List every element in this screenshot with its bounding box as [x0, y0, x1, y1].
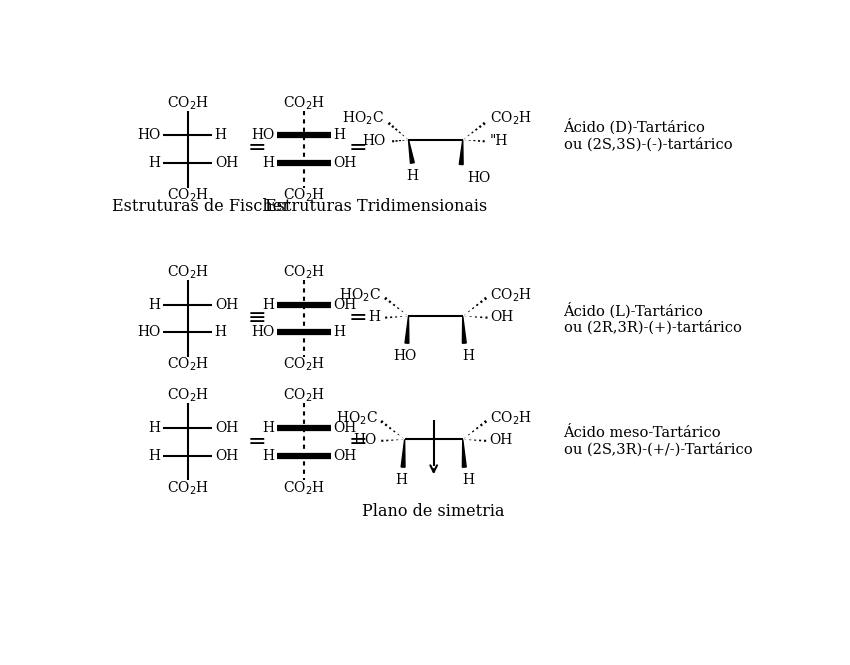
- Text: OH: OH: [215, 298, 238, 312]
- Polygon shape: [459, 140, 463, 165]
- Text: H: H: [149, 298, 161, 312]
- Text: CO$_2$H: CO$_2$H: [283, 356, 325, 374]
- Text: H: H: [263, 449, 275, 463]
- Polygon shape: [462, 316, 467, 343]
- Text: OH: OH: [333, 298, 356, 312]
- Text: "H: "H: [490, 134, 508, 148]
- Text: CO$_2$H: CO$_2$H: [167, 479, 208, 497]
- Text: HO: HO: [251, 128, 275, 142]
- Text: H: H: [369, 310, 381, 324]
- Text: CO$_2$H: CO$_2$H: [490, 110, 532, 127]
- Text: OH: OH: [333, 449, 356, 463]
- Text: ≡: ≡: [248, 307, 267, 329]
- Text: HO: HO: [137, 128, 161, 142]
- Text: H: H: [149, 421, 161, 435]
- Text: H: H: [215, 325, 227, 339]
- Text: HO: HO: [362, 134, 385, 148]
- Text: HO: HO: [468, 171, 490, 185]
- Text: CO$_2$H: CO$_2$H: [283, 479, 325, 497]
- Text: H: H: [263, 298, 275, 312]
- Text: CO$_2$H: CO$_2$H: [167, 187, 208, 204]
- Text: CO$_2$H: CO$_2$H: [167, 263, 208, 281]
- Text: Ácido (D)-Tartárico
ou (2S,3S)-(-)-tartárico: Ácido (D)-Tartárico ou (2S,3S)-(-)-tartá…: [564, 119, 732, 152]
- Polygon shape: [401, 440, 405, 467]
- Text: H: H: [333, 325, 345, 339]
- Text: Estruturas de Fischer: Estruturas de Fischer: [112, 198, 291, 215]
- Text: HO: HO: [393, 349, 416, 363]
- Text: OH: OH: [215, 156, 238, 170]
- Text: H: H: [333, 128, 345, 142]
- Text: Plano de simetria: Plano de simetria: [362, 503, 505, 519]
- Text: Estruturas Tridimensionais: Estruturas Tridimensionais: [265, 198, 487, 215]
- Text: H: H: [406, 169, 418, 183]
- Text: CO$_2$H: CO$_2$H: [167, 387, 208, 404]
- Text: =: =: [348, 136, 367, 158]
- Text: HO$_2$C: HO$_2$C: [339, 287, 382, 304]
- Text: CO$_2$H: CO$_2$H: [283, 187, 325, 204]
- Text: =: =: [348, 431, 367, 453]
- Text: HO$_2$C: HO$_2$C: [336, 410, 377, 428]
- Text: Ácido (L)-Tartárico
ou (2R,3R)-(+)-tartárico: Ácido (L)-Tartárico ou (2R,3R)-(+)-tartá…: [564, 302, 741, 335]
- Text: OH: OH: [490, 310, 513, 324]
- Text: CO$_2$H: CO$_2$H: [283, 263, 325, 281]
- Text: CO$_2$H: CO$_2$H: [167, 356, 208, 374]
- Text: CO$_2$H: CO$_2$H: [490, 287, 532, 304]
- Text: H: H: [263, 421, 275, 435]
- Text: HO: HO: [251, 325, 275, 339]
- Polygon shape: [405, 316, 409, 343]
- Text: HO: HO: [354, 433, 377, 447]
- Text: H: H: [149, 449, 161, 463]
- Text: H: H: [462, 473, 474, 487]
- Text: H: H: [395, 473, 407, 487]
- Text: =: =: [248, 136, 267, 158]
- Text: H: H: [215, 128, 227, 142]
- Text: OH: OH: [215, 421, 238, 435]
- Text: =: =: [248, 431, 267, 453]
- Text: OH: OH: [333, 421, 356, 435]
- Polygon shape: [462, 440, 467, 467]
- Text: OH: OH: [215, 449, 238, 463]
- Polygon shape: [409, 140, 414, 164]
- Text: OH: OH: [333, 156, 356, 170]
- Text: H: H: [462, 349, 474, 363]
- Text: CO$_2$H: CO$_2$H: [490, 410, 532, 428]
- Text: CO$_2$H: CO$_2$H: [283, 387, 325, 404]
- Text: HO: HO: [137, 325, 161, 339]
- Text: HO$_2$C: HO$_2$C: [342, 110, 383, 127]
- Text: CO$_2$H: CO$_2$H: [283, 94, 325, 112]
- Text: CO$_2$H: CO$_2$H: [167, 94, 208, 112]
- Text: OH: OH: [489, 433, 513, 447]
- Text: =: =: [348, 307, 367, 329]
- Text: H: H: [263, 156, 275, 170]
- Text: H: H: [149, 156, 161, 170]
- Text: Ácido meso-Tartárico
ou (2S,3R)-(+/-)-Tartárico: Ácido meso-Tartárico ou (2S,3R)-(+/-)-Ta…: [564, 426, 752, 457]
